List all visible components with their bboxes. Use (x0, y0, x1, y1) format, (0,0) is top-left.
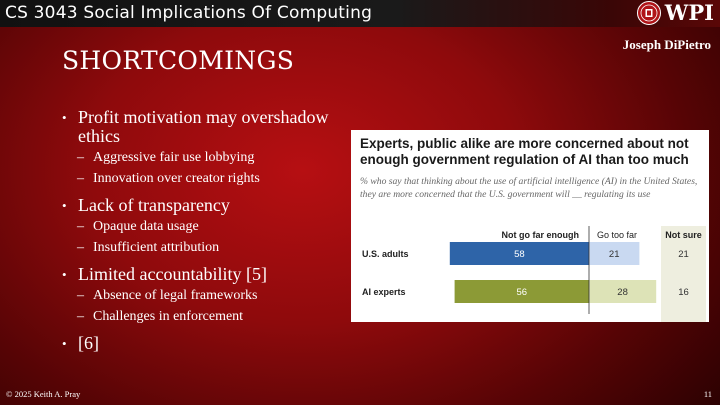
dash-icon: – (77, 309, 84, 324)
course-title: CS 3043 Social Implications Of Computing (5, 3, 373, 23)
sub-bullet-text: Innovation over creator rights (93, 171, 260, 186)
header-not-sure: Not sure (665, 230, 702, 240)
bullet-text: Limited accountability [5] (78, 264, 267, 284)
bullet-dot-icon: • (62, 198, 67, 213)
copyright: © 2025 Keith A. Pray (6, 389, 81, 399)
value-label-not-go-far-enough: 56 (517, 287, 528, 298)
sub-bullet-item: – Innovation over creator rights (62, 169, 362, 188)
dash-icon: – (77, 288, 84, 303)
value-label-go-too-far: 21 (609, 249, 620, 260)
page-number: 11 (703, 389, 712, 399)
bullet-item: • Profit motivation may overshadow ethic… (62, 108, 362, 146)
value-label-go-too-far: 28 (617, 287, 628, 298)
author-name: Joseph DiPietro (622, 37, 711, 52)
sub-bullet-item: – Insufficient attribution (62, 238, 362, 257)
bullet-text: [6] (78, 333, 99, 353)
bullet-dot-icon: • (62, 267, 67, 282)
value-label-not-sure: 16 (678, 287, 689, 298)
bar-not-go-far-enough (449, 242, 589, 265)
bullet-dot-icon: • (62, 110, 67, 125)
bullet-item: • Lack of transparency (62, 196, 362, 215)
chart-subtitle: % who say that thinking about the use of… (360, 176, 698, 200)
bullet-text: Profit motivation may overshadow ethics (78, 107, 329, 146)
category-label: U.S. adults (362, 249, 409, 259)
sub-bullet-item: – Aggressive fair use lobbying (62, 148, 362, 167)
header-go-too-far: Go too far (597, 230, 637, 240)
sub-bullet-item: – Opaque data usage (62, 217, 362, 236)
header-bar: CS 3043 Social Implications Of Computing… (0, 0, 720, 27)
wpi-logo-text: WPI (664, 0, 714, 25)
not-sure-column (661, 226, 706, 322)
chart-title: Experts, public alike are more concerned… (360, 136, 689, 167)
sub-bullet-item: – Absence of legal frameworks (62, 286, 362, 305)
category-label: AI experts (362, 287, 406, 297)
bar-not-go-far-enough (454, 280, 589, 303)
value-label-not-sure: 21 (678, 249, 689, 260)
sub-bullet-text: Opaque data usage (93, 219, 199, 234)
dash-icon: – (77, 219, 84, 234)
bullet-item: • [6] (62, 334, 362, 353)
wpi-seal-icon (636, 1, 661, 25)
bullet-dot-icon: • (62, 336, 67, 351)
sub-bullet-text: Absence of legal frameworks (93, 288, 258, 303)
header-not-go-far-enough: Not go far enough (502, 230, 580, 240)
sub-bullet-text: Insufficient attribution (93, 240, 220, 255)
bar-go-too-far (589, 280, 657, 303)
slide-title: SHORTCOMINGS (62, 46, 295, 75)
sub-bullet-item: – Challenges in enforcement (62, 307, 362, 326)
bullet-item: • Limited accountability [5] (62, 265, 362, 284)
bullet-text: Lack of transparency (78, 195, 230, 215)
dash-icon: – (77, 171, 84, 186)
wpi-logo: WPI (636, 0, 714, 25)
value-label-not-go-far-enough: 58 (514, 249, 525, 260)
bullet-list: • Profit motivation may overshadow ethic… (62, 108, 362, 353)
sub-bullet-text: Aggressive fair use lobbying (93, 150, 255, 165)
dash-icon: – (77, 150, 84, 165)
chart-panel: Experts, public alike are more concerned… (351, 130, 709, 322)
chart-svg: Not go far enough Go too far Not sure U.S. … (362, 226, 706, 322)
bar-go-too-far (589, 242, 640, 265)
dash-icon: – (77, 240, 84, 255)
sub-bullet-text: Challenges in enforcement (93, 309, 244, 324)
